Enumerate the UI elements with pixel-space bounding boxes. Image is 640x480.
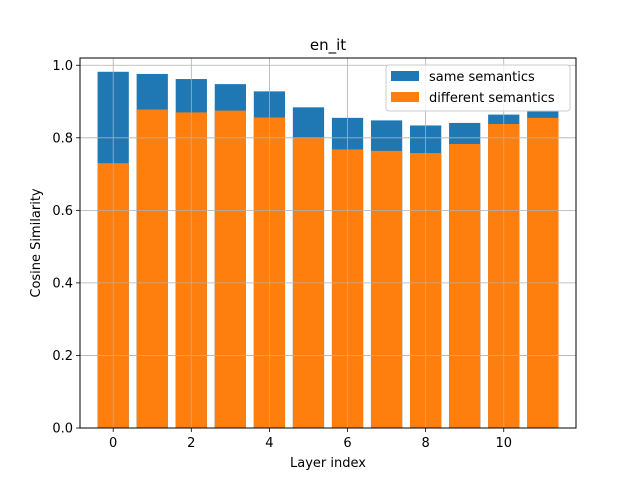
- chart-title: en_it: [310, 36, 346, 55]
- x-tick-label: 0: [109, 436, 117, 451]
- x-tick-label: 2: [187, 436, 195, 451]
- x-tick-label: 4: [265, 436, 273, 451]
- y-tick-label: 1.0: [52, 59, 73, 74]
- x-axis-label: Layer index: [290, 456, 366, 471]
- legend-swatch-0: [391, 71, 419, 81]
- axis-ticks: 0 2 4 6 8 10 0.0 0.2 0.4 0.6 0.8 1.0: [52, 59, 512, 451]
- legend-label-0: same semantics: [429, 70, 535, 85]
- y-tick-label: 0.0: [52, 422, 73, 437]
- x-tick-label: 8: [421, 436, 429, 451]
- y-axis-label: Cosine Similarity: [29, 188, 44, 298]
- y-tick-label: 0.8: [52, 131, 73, 146]
- y-tick-label: 0.6: [52, 204, 73, 219]
- bar-series1-layer-3: [214, 110, 246, 428]
- y-tick-label: 0.4: [52, 276, 73, 291]
- legend-box: [385, 64, 571, 112]
- bar-series1-layer-7: [370, 150, 403, 429]
- bar-series1-layer-11: [527, 117, 559, 428]
- y-tick-label: 0.2: [52, 349, 73, 364]
- x-tick-label: 10: [495, 436, 512, 451]
- plot-frame: [79, 57, 577, 429]
- legend-label-1: different semantics: [429, 91, 555, 106]
- legend: same semantics different semantics: [385, 64, 571, 112]
- legend-swatch-1: [391, 92, 419, 102]
- bar-series1-layer-9: [449, 143, 481, 428]
- x-tick-label: 6: [343, 436, 351, 451]
- bar-series1-layer-1: [136, 109, 168, 428]
